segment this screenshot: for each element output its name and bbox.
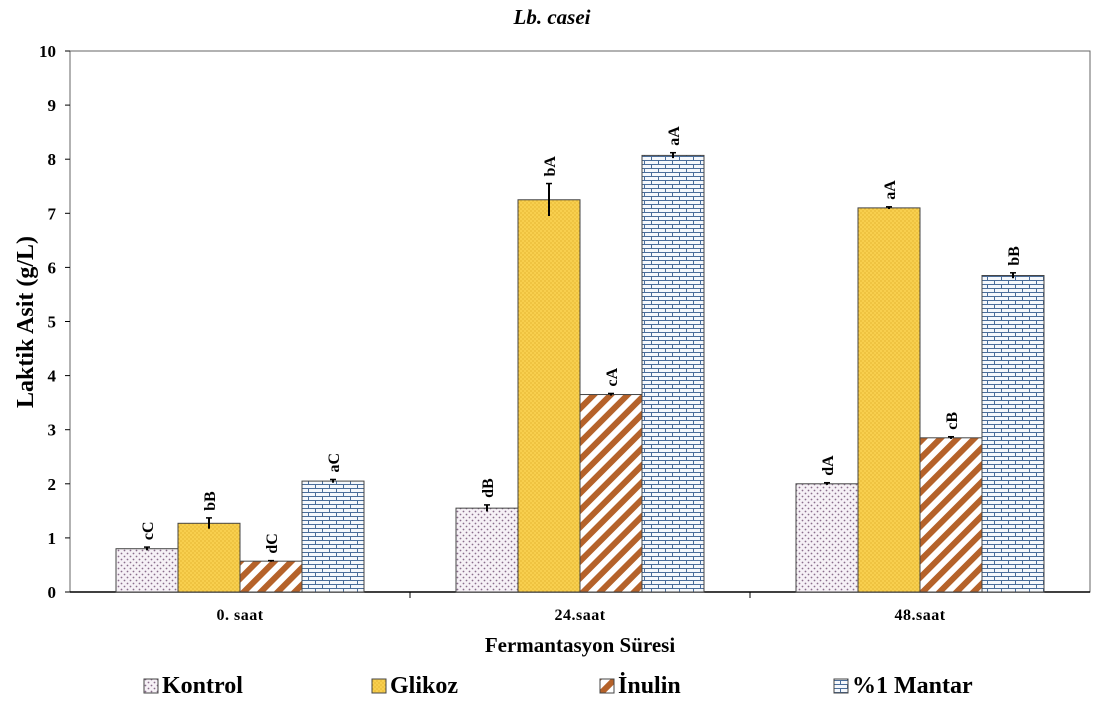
bars: cC bB dC aC dB bA cA aA dA aA cB bB bbox=[115, 126, 1045, 593]
bar-glikoz-0 bbox=[177, 522, 241, 593]
y-tick-label: 5 bbox=[48, 313, 57, 332]
significance-label: bB bbox=[1006, 246, 1023, 266]
bar--1-mantar-2 bbox=[981, 275, 1045, 593]
significance-label: cB bbox=[944, 412, 961, 430]
y-tick-label: 6 bbox=[48, 258, 57, 277]
bar-i-nulin-0 bbox=[239, 560, 303, 593]
y-axis-label: Laktik Asit (g/L) bbox=[13, 236, 39, 408]
bar--1-mantar-1 bbox=[641, 154, 705, 593]
bar-kontrol-1 bbox=[455, 507, 519, 593]
bar-kontrol-0 bbox=[115, 548, 179, 593]
bar--1-mantar-0 bbox=[301, 480, 365, 593]
significance-label: bA bbox=[542, 156, 559, 177]
chart-title: Lb. casei bbox=[513, 5, 591, 29]
y-tick-label: 7 bbox=[48, 204, 57, 223]
bar-kontrol-2 bbox=[795, 483, 859, 593]
legend-swatch bbox=[599, 678, 615, 694]
y-tick-label: 4 bbox=[48, 367, 57, 386]
bar-i-nulin-2 bbox=[919, 437, 983, 593]
legend-swatch bbox=[143, 678, 159, 694]
bar-glikoz-2 bbox=[857, 207, 921, 593]
significance-label: aA bbox=[882, 180, 899, 200]
y-tick-label: 0 bbox=[48, 583, 57, 602]
legend-swatch bbox=[371, 678, 387, 694]
bar-glikoz-1 bbox=[517, 199, 581, 593]
significance-label: dB bbox=[480, 478, 497, 498]
y-ticks: 0 1 2 3 4 5 6 7 8 9 10 bbox=[39, 42, 70, 602]
y-tick-label: 9 bbox=[48, 96, 57, 115]
significance-label: bB bbox=[202, 491, 219, 511]
y-tick-label: 8 bbox=[48, 150, 57, 169]
y-tick-label: 3 bbox=[48, 421, 57, 440]
bar-i-nulin-1 bbox=[579, 394, 643, 593]
y-tick-label: 10 bbox=[39, 42, 56, 61]
legend-label: İnulin bbox=[618, 673, 681, 699]
legend-label: Glikoz bbox=[390, 673, 458, 699]
legend-swatch bbox=[833, 678, 849, 694]
legend: Kontrol Glikoz İnulin %1 Mantar bbox=[143, 673, 973, 699]
x-tick-label: 0. saat bbox=[216, 607, 263, 624]
y-tick-label: 1 bbox=[48, 529, 57, 548]
significance-label: dA bbox=[820, 455, 837, 476]
x-ticks: 0. saat 24.saat 48.saat bbox=[216, 592, 945, 624]
significance-label: aA bbox=[666, 126, 683, 146]
legend-label: Kontrol bbox=[162, 673, 243, 699]
significance-label: cA bbox=[604, 367, 621, 386]
x-tick-label: 24.saat bbox=[554, 607, 605, 624]
significance-label: cC bbox=[140, 521, 157, 540]
significance-label: aC bbox=[326, 453, 343, 473]
significance-label: dC bbox=[264, 533, 281, 553]
legend-label: %1 Mantar bbox=[852, 673, 973, 699]
x-axis-label: Fermantasyon Süresi bbox=[485, 633, 676, 657]
x-tick-label: 48.saat bbox=[894, 607, 945, 624]
y-tick-label: 2 bbox=[48, 475, 57, 494]
